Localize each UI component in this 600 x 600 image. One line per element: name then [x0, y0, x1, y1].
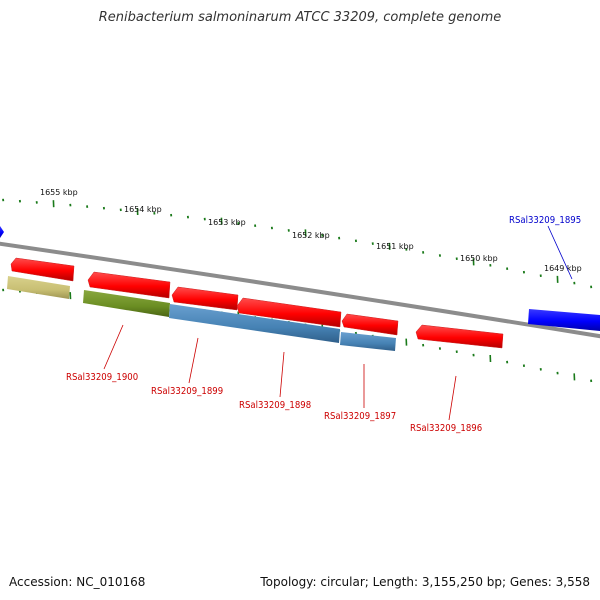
gene-label-1895[interactable]: RSal33209_1895 [509, 215, 581, 226]
scale-label-1654: 1654 kbp [124, 205, 162, 214]
gene-arrow-RSal33209_1897[interactable] [341, 313, 399, 336]
leader-line-1896 [448, 375, 457, 421]
gene-arrow-RSal33209_1898[interactable] [236, 297, 342, 328]
leader-line-1900 [103, 324, 124, 370]
gene-arrow-RSal33209_1895[interactable] [528, 309, 600, 331]
scale-label-1650: 1650 kbp [460, 254, 498, 263]
scale-label-1649: 1649 kbp [544, 264, 582, 273]
scale-label-1653: 1653 kbp [208, 218, 246, 227]
accession-info: Accession: NC_010168 [9, 575, 146, 589]
gene-label-1899[interactable]: RSal33209_1899 [151, 386, 223, 397]
scale-label-1655: 1655 kbp [40, 188, 78, 197]
map-title: Renibacterium salmoninarum ATCC 33209, c… [98, 10, 502, 25]
gene-label-1900[interactable]: RSal33209_1900 [66, 372, 138, 383]
reverse-gene-edge-marker[interactable] [0, 226, 4, 238]
genome-stats: Topology: circular; Length: 3,155,250 bp… [260, 575, 590, 589]
gene-arrow-RSal33209_1899[interactable] [171, 286, 239, 311]
upper-tick-ring [2, 198, 593, 289]
cog-bar-steelblue-2[interactable] [340, 332, 396, 351]
genome-backbone [0, 241, 600, 339]
gene-arrow-RSal33209_1901[interactable] [10, 257, 75, 282]
scale-label-1651: 1651 kbp [376, 242, 414, 251]
gene-arrow-RSal33209_1896[interactable] [415, 324, 504, 349]
leader-line-1895 [547, 225, 573, 280]
leader-line-1899 [188, 337, 199, 384]
gene-label-1896[interactable]: RSal33209_1896 [410, 423, 482, 434]
cog-bar-olive[interactable] [83, 290, 170, 317]
gene-label-1897[interactable]: RSal33209_1897 [324, 411, 396, 422]
gene-arrow-RSal33209_1900[interactable] [87, 271, 171, 299]
scale-label-1652: 1652 kbp [292, 231, 330, 240]
gene-label-1898[interactable]: RSal33209_1898 [239, 400, 311, 411]
cog-bar-steelblue-1[interactable] [169, 304, 340, 343]
leader-line-1898 [279, 351, 285, 398]
cog-bar-khaki[interactable] [7, 276, 70, 299]
